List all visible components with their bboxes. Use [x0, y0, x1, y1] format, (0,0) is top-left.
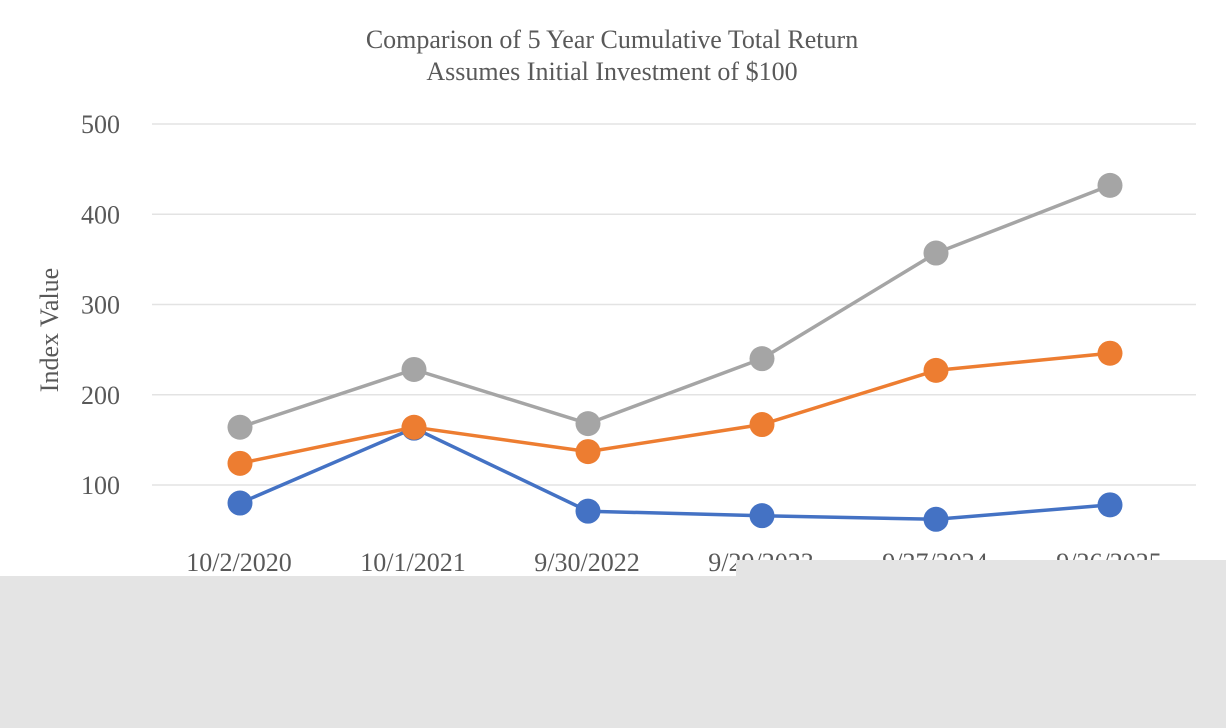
data-point	[1097, 492, 1123, 518]
series-line-1	[238, 351, 1112, 466]
data-point	[749, 346, 775, 372]
data-point	[227, 450, 253, 476]
gridlines	[152, 123, 1196, 486]
y-tick-label: 400	[81, 200, 120, 229]
data-point	[401, 356, 427, 382]
data-point	[575, 498, 601, 524]
series-0	[227, 415, 1123, 532]
chart-title: Comparison of 5 Year Cumulative Total Re…	[366, 25, 858, 54]
y-axis-label: Index Value	[35, 268, 64, 392]
y-tick-label: 200	[81, 381, 120, 410]
data-point	[1097, 340, 1123, 366]
y-tick-label: 500	[81, 110, 120, 139]
data-point	[227, 414, 253, 440]
data-point	[401, 414, 427, 440]
y-tick-label: 300	[81, 291, 120, 320]
x-tick-label: 10/2/2020	[186, 548, 291, 577]
occluding-panel	[0, 576, 1226, 728]
series-2	[227, 172, 1123, 440]
data-point	[923, 357, 949, 383]
y-axis-ticks: 100 200 300 400 500	[81, 110, 120, 500]
data-point	[575, 439, 601, 465]
data-point	[923, 240, 949, 266]
data-point	[749, 412, 775, 438]
series-1	[227, 340, 1123, 476]
series-line-2	[238, 183, 1112, 429]
series-line-0	[238, 426, 1112, 522]
x-tick-label: 9/30/2022	[534, 548, 639, 577]
data-point	[1097, 172, 1123, 198]
y-tick-label: 100	[81, 471, 120, 500]
data-point	[227, 490, 253, 516]
data-point	[575, 411, 601, 437]
data-point	[749, 503, 775, 529]
chart-subtitle: Assumes Initial Investment of $100	[426, 57, 797, 86]
x-tick-label: 10/1/2021	[360, 548, 465, 577]
series-layer	[227, 172, 1123, 532]
data-point	[923, 506, 949, 532]
occluding-panel-tab	[736, 560, 1226, 576]
